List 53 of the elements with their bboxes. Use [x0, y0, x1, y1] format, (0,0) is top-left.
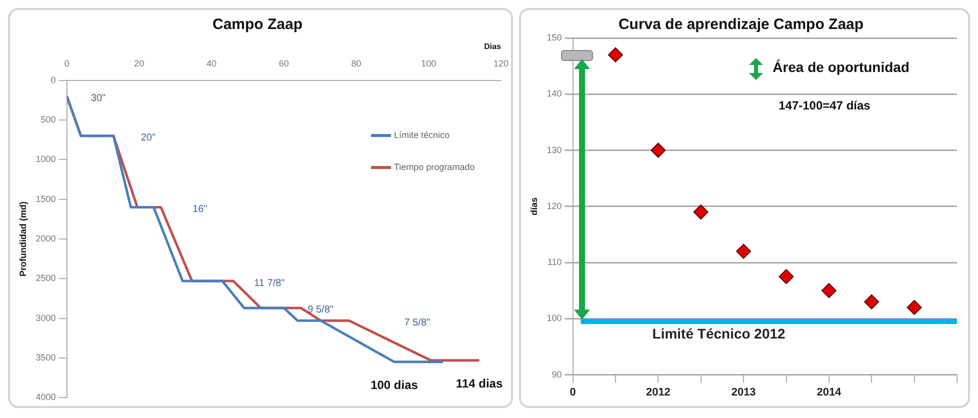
annotation: 147-100=47 días	[778, 98, 871, 112]
point	[907, 300, 922, 315]
y-tick-label: 0	[50, 74, 56, 85]
legend-label: Tiempo programado	[394, 162, 475, 172]
y-tick-label: 100	[547, 313, 562, 324]
x-axis-title: Dias	[484, 42, 502, 52]
point	[608, 47, 624, 62]
point	[736, 244, 752, 259]
annotation: 30"	[90, 93, 106, 104]
annotation: 16"	[192, 204, 208, 216]
y-tick-label: 2500	[36, 273, 56, 284]
x-tick-label: 40	[206, 58, 217, 68]
y-tick-label: 150	[547, 32, 562, 42]
x-tick-label: 0	[570, 386, 576, 398]
x-tick-label: 2013	[732, 386, 756, 398]
x-tick-label: 100	[421, 58, 436, 68]
annotation: 9 5/8"	[308, 304, 334, 316]
annotation: 11 7/8"	[254, 278, 286, 289]
annotation: 114 dias	[456, 376, 503, 391]
y-tick-label: 130	[547, 144, 562, 155]
x-tick-label: 120	[493, 58, 509, 68]
point	[864, 294, 880, 310]
annotation: 7 5/8"	[404, 317, 431, 328]
x-tick-label: 2014	[816, 386, 842, 398]
x-tick-label: 20	[134, 58, 144, 68]
ref-line-label: Limité Técnico 2012	[652, 325, 786, 342]
annotation: 100 dias	[370, 378, 418, 392]
annotation: Área de oportunidad	[772, 58, 910, 75]
y-tick-label: 4000	[36, 392, 56, 402]
y-tick-label: 120	[547, 200, 562, 211]
chart-title: Campo Zaap	[212, 16, 303, 34]
y-axis-title: Profundidad (md)	[18, 202, 28, 276]
y-tick-label: 500	[40, 114, 56, 125]
legend-label: Límite técnico	[394, 130, 450, 140]
x-tick-label: 2012	[646, 386, 671, 398]
x-tick-label: 80	[351, 58, 362, 68]
annotation: 20"	[140, 132, 156, 144]
y-tick-label: 3500	[36, 352, 56, 362]
point	[779, 269, 794, 284]
y-tick-label: 1000	[36, 154, 56, 164]
y-axis-title: días	[529, 197, 540, 216]
y-tick-label: 140	[547, 88, 562, 99]
point	[822, 283, 837, 298]
y-tick-label: 2000	[36, 233, 56, 244]
chart-title: Curva de aprendizaje Campo Zaap	[618, 16, 864, 34]
x-tick-label: 0	[64, 58, 70, 68]
y-tick-label: 1500	[36, 194, 56, 204]
y-tick-label: 3000	[36, 312, 56, 323]
point	[694, 204, 709, 220]
point	[650, 142, 666, 158]
x-tick-label: 60	[278, 58, 289, 68]
y-tick-label: 90	[552, 369, 562, 380]
y-tick-label: 110	[548, 257, 562, 268]
